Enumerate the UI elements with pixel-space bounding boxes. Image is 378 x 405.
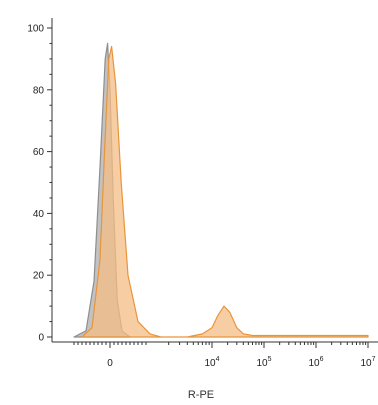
plot-marks: [73, 42, 369, 338]
x-axis-ticks: 0 104 105 106 107: [73, 342, 376, 369]
y-tick-label: 0: [38, 333, 44, 344]
y-tick-label: 60: [33, 147, 45, 158]
y-tick-label: 100: [27, 24, 44, 35]
x-tick-label: 106: [308, 356, 323, 369]
y-tick-label: 20: [33, 271, 45, 282]
x-tick-label: 107: [360, 356, 375, 369]
x-tick-label: 0: [107, 358, 113, 369]
y-tick-label: 40: [33, 209, 45, 220]
y-axis-ticks: 0 20 40 60 80 100: [27, 24, 52, 344]
x-tick-label: 105: [256, 356, 271, 369]
histogram-series-2: [81, 45, 369, 338]
x-axis-title: R-PE: [188, 389, 214, 401]
x-tick-label: 104: [204, 356, 219, 369]
y-tick-label: 80: [33, 85, 45, 96]
